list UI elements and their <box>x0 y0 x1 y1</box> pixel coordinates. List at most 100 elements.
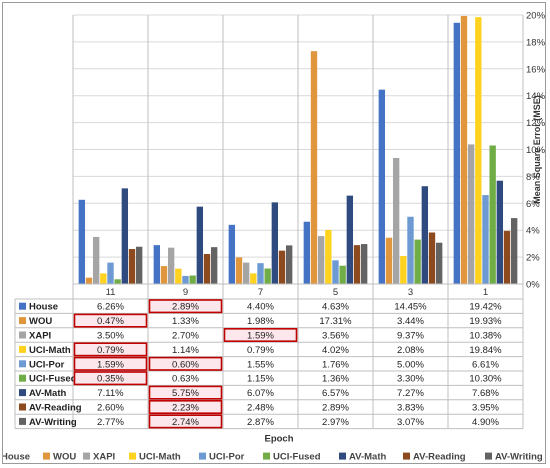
legend-label-uci-fused: UCI-Fused <box>273 452 321 463</box>
bar-uci-fused-epoch-7 <box>264 268 271 284</box>
bar-wou-epoch-7 <box>235 257 243 284</box>
y-tick-label: 2% <box>526 253 540 264</box>
bar-xapi-epoch-9 <box>167 247 175 284</box>
highlight-box <box>148 385 223 400</box>
y-tick-label: 8% <box>526 172 540 183</box>
cell-av-reading-epoch-1: 3.95% <box>472 403 499 414</box>
cell-uci-math-epoch-9: 1.14% <box>172 345 199 356</box>
bar-av-math-epoch-9 <box>196 206 204 284</box>
bar-av-reading-epoch-11 <box>128 249 136 284</box>
cell-uci-por-epoch-1: 6.61% <box>472 359 499 370</box>
row-label-av-math: AV-Math <box>29 388 66 399</box>
bar-uci-por-epoch-5 <box>332 260 339 284</box>
cell-av-writing-epoch-11: 2.77% <box>97 417 124 428</box>
highlight-box <box>73 342 148 357</box>
bar-av-math-epoch-3 <box>421 186 429 284</box>
bar-uci-por-epoch-9 <box>182 275 189 284</box>
bar-uci-math-epoch-11 <box>100 273 107 284</box>
legend-swatch-av-math <box>339 452 346 460</box>
y-tick-label: 0% <box>526 280 540 291</box>
legend-swatch-av-writing <box>485 452 492 460</box>
cell-av-reading-epoch-3: 3.83% <box>397 403 424 414</box>
cell-av-reading-epoch-11: 2.60% <box>97 403 124 414</box>
cell-house-epoch-3: 14.45% <box>394 302 427 313</box>
bar-av-writing-epoch-11 <box>135 246 143 284</box>
legend-label-av-writing: AV-Writing <box>495 452 543 463</box>
cell-xapi-epoch-3: 9.37% <box>397 331 424 342</box>
bar-xapi-epoch-5 <box>317 236 325 284</box>
bar-uci-por-epoch-11 <box>107 262 114 284</box>
cell-av-reading-epoch-9: 2.23% <box>172 403 199 414</box>
legend-key-uci-math <box>19 345 26 353</box>
highlight-box <box>223 327 298 342</box>
bar-av-writing-epoch-5 <box>360 244 368 284</box>
y-tick-label: 4% <box>526 226 540 237</box>
row-label-av-reading: AV-Reading <box>29 403 82 414</box>
bar-uci-fused-epoch-9 <box>189 275 196 284</box>
y-tick-label: 14% <box>526 91 546 102</box>
bar-house-epoch-7 <box>228 224 236 284</box>
highlight-box <box>73 371 148 386</box>
row-label-uci-math: UCI-Math <box>29 345 71 356</box>
bar-av-reading-epoch-5 <box>353 245 361 284</box>
cell-uci-fused-epoch-1: 10.30% <box>469 374 502 385</box>
bar-uci-math-epoch-7 <box>250 273 257 284</box>
legend-key-xapi <box>19 331 26 339</box>
bar-av-reading-epoch-1 <box>503 230 511 284</box>
bar-uci-math-epoch-5 <box>325 229 332 284</box>
bar-wou-epoch-11 <box>85 277 93 284</box>
y-axis-title: Mean Square Error (MSE) <box>532 95 542 204</box>
x-tick-label: 9 <box>183 287 188 298</box>
bar-av-math-epoch-11 <box>121 188 129 284</box>
cell-av-math-epoch-1: 7.68% <box>472 388 499 399</box>
legend-key-house <box>19 302 26 310</box>
bar-house-epoch-9 <box>153 245 161 284</box>
bar-av-writing-epoch-9 <box>210 247 218 284</box>
row-label-av-writing: AV-Writing <box>29 417 77 428</box>
legend-label-av-math: AV-Math <box>349 452 386 463</box>
bar-av-reading-epoch-9 <box>203 254 211 284</box>
legend-swatch-uci-math <box>129 452 136 460</box>
cell-uci-por-epoch-11: 1.59% <box>97 359 124 370</box>
legend-label-house: House <box>3 452 30 463</box>
bar-uci-math-epoch-1 <box>475 17 482 284</box>
bar-xapi-epoch-1 <box>467 144 475 284</box>
row-label-uci-fused: UCI-Fused <box>29 374 77 385</box>
mse-chart: 0% 2% 4% 6% 8% 10% 12% 14% 16% 18% 20% Mean Square … <box>3 11 546 463</box>
cell-house-epoch-11: 6.26% <box>97 302 124 313</box>
cell-av-math-epoch-9: 5.75% <box>172 388 199 399</box>
cell-wou-epoch-7: 1.98% <box>247 316 274 327</box>
legend-key-av-writing <box>19 417 26 425</box>
bar-wou-epoch-3 <box>385 237 393 284</box>
bar-uci-math-epoch-9 <box>175 268 182 284</box>
cell-house-epoch-5: 4.63% <box>322 302 349 313</box>
bar-uci-fused-epoch-5 <box>339 265 346 284</box>
row-label-xapi: XAPI <box>29 331 51 342</box>
cell-uci-por-epoch-7: 1.55% <box>247 359 274 370</box>
bar-av-math-epoch-1 <box>496 180 504 284</box>
y-tick-label: 6% <box>526 199 540 210</box>
cell-wou-epoch-3: 3.44% <box>397 316 424 327</box>
bar-house-epoch-1 <box>453 22 461 285</box>
legend-label-uci-math: UCI-Math <box>139 452 181 463</box>
y-tick-label: 18% <box>526 37 546 48</box>
y-tick-label: 10% <box>526 145 546 156</box>
bar-uci-fused-epoch-1 <box>489 145 496 284</box>
bar-av-writing-epoch-3 <box>435 242 443 284</box>
legend-swatch-wou <box>43 452 50 460</box>
bar-house-epoch-3 <box>378 89 386 285</box>
x-tick-label: 3 <box>408 287 413 298</box>
cell-uci-math-epoch-3: 2.08% <box>397 345 424 356</box>
bar-xapi-epoch-3 <box>392 157 400 284</box>
chart-frame: 0% 2% 4% 6% 8% 10% 12% 14% 16% 18% 20% Mean Square … <box>2 2 546 464</box>
cell-uci-por-epoch-3: 5.00% <box>397 359 424 370</box>
bar-uci-fused-epoch-3 <box>414 239 421 284</box>
cell-av-math-epoch-7: 6.07% <box>247 388 274 399</box>
bar-av-writing-epoch-1 <box>510 218 518 284</box>
legend-swatch-uci-fused <box>263 452 270 460</box>
cell-uci-por-epoch-9: 0.60% <box>172 359 199 370</box>
bar-wou-epoch-9 <box>160 266 168 284</box>
y-tick-label: 12% <box>526 118 546 129</box>
cell-xapi-epoch-7: 1.59% <box>247 331 274 342</box>
cell-av-reading-epoch-5: 2.89% <box>322 403 349 414</box>
